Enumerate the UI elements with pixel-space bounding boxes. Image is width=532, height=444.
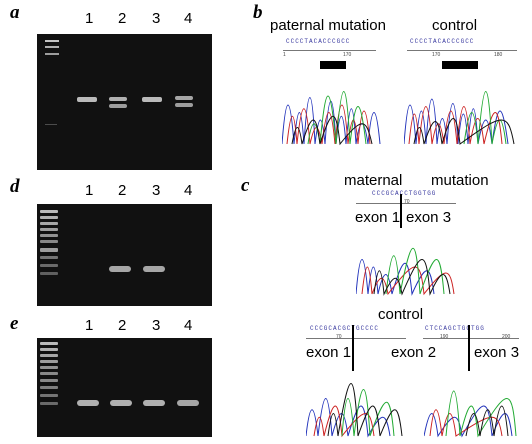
exon-3-label-c: exon 3: [406, 209, 452, 226]
panel-letter-a: a: [10, 2, 20, 23]
mutation-title: mutation: [431, 172, 489, 189]
lane-label-4: 4: [184, 182, 193, 199]
paternal-mutation-title: paternal mutation: [270, 17, 386, 34]
sequence-c: CCCGCACCTGGTGG: [372, 190, 437, 197]
panel-letter-c: c: [241, 175, 250, 196]
panel-letter-b: b: [253, 2, 263, 23]
exon-boundary-control-left: [352, 325, 354, 371]
lane-label-2: 2: [118, 182, 127, 199]
gel-image-e: [37, 338, 212, 437]
axis-line-c: [356, 203, 456, 204]
axis-line-left-b: [283, 50, 376, 51]
lane-label-1: 1: [85, 182, 94, 199]
axis-line-right-b: [407, 50, 517, 51]
tick-control-200: 200: [502, 334, 511, 340]
highlight-bar-left-b: [320, 61, 346, 69]
lane-label-2: 2: [118, 317, 127, 334]
exon-1-label-control: exon 1: [306, 344, 352, 361]
chromatogram-control-right: [424, 390, 517, 438]
panel-letter-e: e: [10, 313, 19, 334]
exon-3-label-control: exon 3: [474, 344, 520, 361]
chromatogram-maternal-mutation: [356, 247, 455, 296]
maternal-title: maternal: [344, 172, 403, 189]
tick-left-b-1: 1: [283, 52, 286, 58]
chromatogram-control-left: [306, 383, 403, 438]
gel-image-d: [37, 204, 212, 306]
chromatogram-control-b: [404, 91, 515, 145]
gel-bands-d: [40, 210, 165, 275]
exon-1-label-c: exon 1: [355, 209, 401, 226]
tick-control-70: 70: [336, 334, 342, 340]
sequence-left-b: CCCCTACACCCGCC: [286, 38, 351, 45]
lane-label-2: 2: [118, 10, 127, 27]
control-title-b: control: [432, 17, 478, 34]
highlight-bar-right-b: [442, 61, 478, 69]
chromatogram-paternal-mutation: [282, 91, 381, 146]
lane-label-1: 1: [85, 10, 94, 27]
lane-label-4: 4: [184, 10, 193, 27]
exon-2-label-control: exon 2: [391, 344, 437, 361]
lane-label-3: 3: [152, 182, 161, 199]
axis-line-left-control: [306, 338, 406, 339]
tick-left-b-170: 170: [343, 52, 352, 58]
sequence-left-control: CCCGCACGCTGCCCC: [310, 325, 380, 332]
tick-right-b-180: 180: [494, 52, 503, 58]
sequence-right-control: CTCCAGCTGGTGG: [425, 325, 485, 332]
lane-label-1: 1: [85, 317, 94, 334]
sequence-right-b: CCCCTACACCCGCC: [410, 38, 475, 45]
axis-line-right-control: [423, 338, 519, 339]
tick-c-70: 70: [404, 199, 410, 205]
tick-control-190: 190: [440, 334, 449, 340]
lane-label-3: 3: [152, 317, 161, 334]
lane-label-4: 4: [184, 317, 193, 334]
gel-image-a: [37, 34, 212, 170]
panel-letter-d: d: [10, 176, 20, 197]
gel-bands-a: [45, 40, 193, 125]
exon-boundary-c: [400, 194, 402, 228]
tick-right-b-170: 170: [432, 52, 441, 58]
control-title-bottom: control: [378, 306, 424, 323]
exon-boundary-control-right: [468, 325, 470, 371]
gel-bands-e: [40, 342, 199, 406]
lane-label-3: 3: [152, 10, 161, 27]
